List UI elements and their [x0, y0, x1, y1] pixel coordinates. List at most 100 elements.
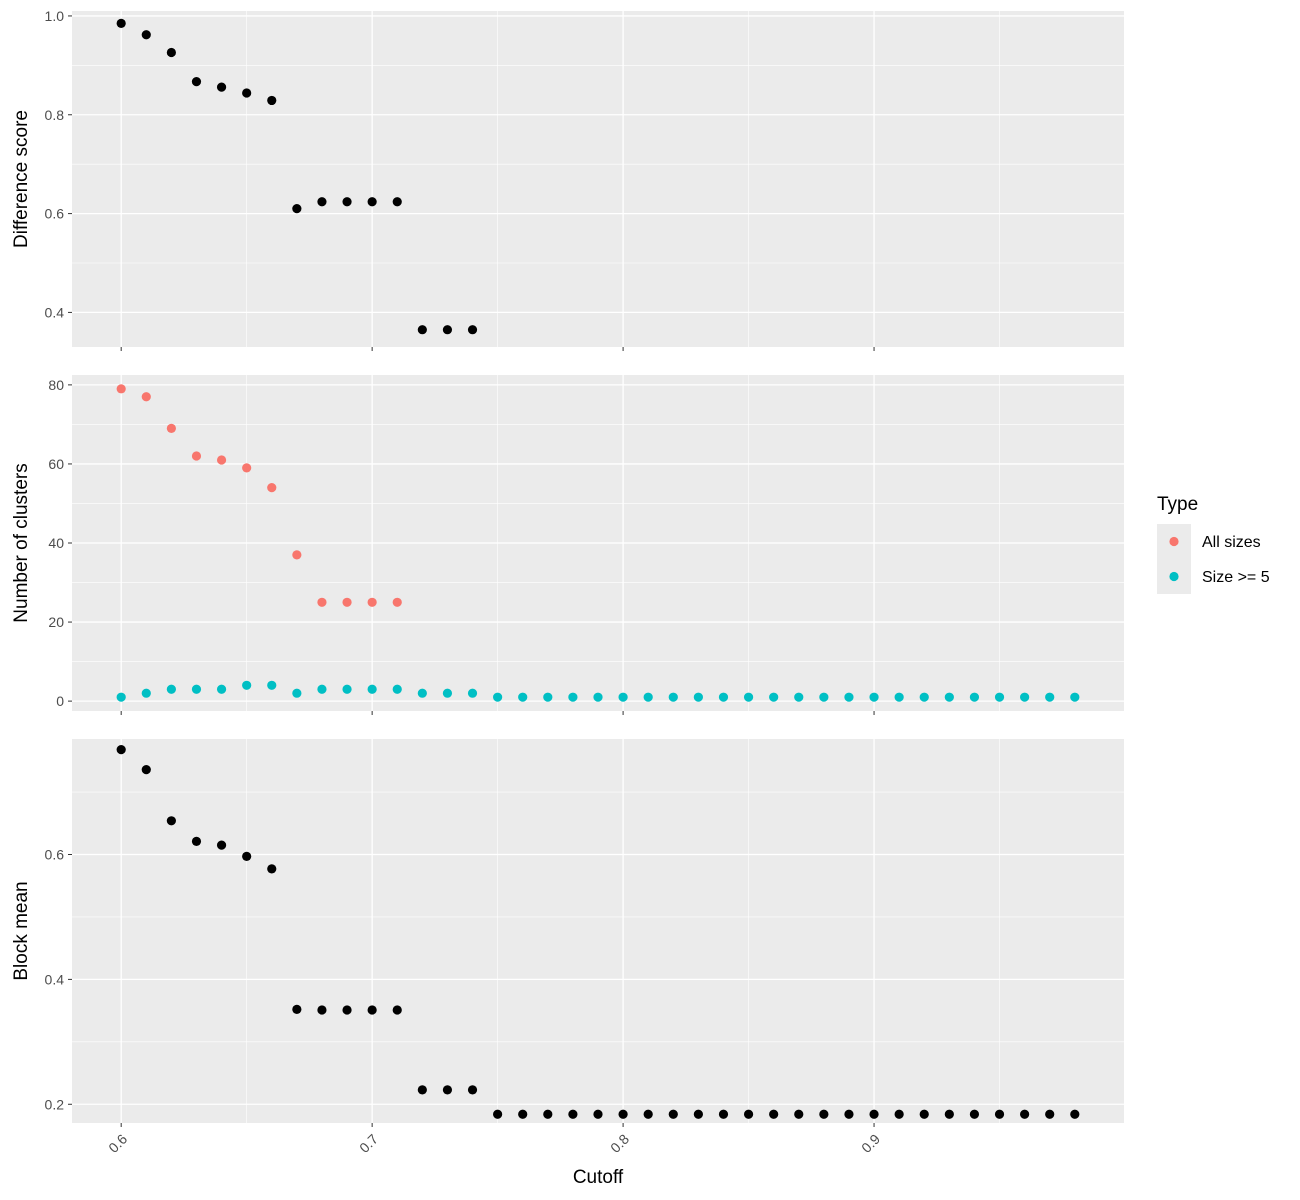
data-point — [216, 840, 227, 850]
data-point — [292, 550, 302, 560]
data-point — [392, 684, 402, 694]
panel-background — [72, 11, 1124, 347]
data-point — [994, 1109, 1005, 1119]
data-point — [593, 692, 603, 702]
y-tick-label: 20 — [48, 614, 64, 630]
data-point — [844, 692, 854, 702]
data-point — [367, 684, 377, 694]
data-point — [367, 597, 377, 607]
data-point — [267, 864, 277, 874]
y-axis-title: Number of clusters — [11, 463, 32, 622]
data-point — [919, 1109, 929, 1119]
data-point — [1070, 692, 1080, 702]
series-points — [116, 680, 1080, 702]
data-point — [242, 851, 252, 861]
series-points — [116, 384, 402, 607]
legend-entry: Size >= 5 — [1157, 559, 1270, 594]
data-point — [166, 684, 176, 694]
data-point — [417, 325, 427, 335]
data-point — [467, 325, 478, 335]
legend-entry: All sizes — [1157, 524, 1261, 559]
data-point — [191, 77, 202, 87]
legend-key-point — [1169, 571, 1179, 582]
data-point — [593, 1109, 603, 1119]
data-point — [141, 392, 151, 402]
data-point — [819, 692, 829, 702]
panel-bottom: 0.2 0.4 0.6 0.6 0.7 0.8 0.9 Block mean — [11, 739, 1124, 1156]
panel-middle: 0 20 40 60 80 Number of clusters — [11, 375, 1124, 715]
data-point — [292, 688, 302, 698]
y-axis-title: Block mean — [11, 881, 32, 980]
data-point — [894, 1109, 904, 1119]
data-point — [292, 204, 302, 214]
y-tick-label: 0 — [56, 693, 64, 709]
x-axis-title: Cutoff — [573, 1167, 624, 1188]
data-point — [392, 1005, 402, 1015]
data-point — [643, 692, 653, 702]
data-point — [442, 688, 453, 698]
y-axis-title: Difference score — [11, 110, 32, 248]
data-point — [969, 1109, 980, 1119]
data-point — [317, 197, 327, 207]
data-point — [116, 745, 126, 755]
y-tick-label: 0.6 — [45, 206, 65, 222]
data-point — [1045, 692, 1055, 702]
data-point — [543, 1109, 553, 1119]
data-point — [216, 455, 227, 465]
data-point — [794, 692, 804, 702]
legend-label: Size >= 5 — [1202, 569, 1270, 586]
data-point — [1020, 1109, 1030, 1119]
y-tick-label: 40 — [48, 535, 64, 551]
data-point — [518, 1109, 528, 1119]
data-point — [944, 1109, 954, 1119]
data-point — [493, 1109, 503, 1119]
data-point — [317, 1005, 327, 1015]
data-point — [618, 692, 628, 702]
data-point — [442, 1085, 453, 1095]
data-point — [467, 688, 478, 698]
data-point — [242, 680, 252, 690]
data-point — [693, 1109, 703, 1119]
data-point — [668, 1109, 678, 1119]
series-points — [116, 18, 478, 335]
data-point — [844, 1109, 854, 1119]
panel-top: 0.4 0.6 0.8 1.0 Difference score — [11, 8, 1124, 351]
x-tick-label: 0.8 — [607, 1131, 632, 1156]
y-tick-label: 80 — [48, 377, 64, 393]
x-tick-label: 0.9 — [858, 1131, 883, 1156]
data-point — [191, 451, 202, 461]
data-point — [668, 692, 678, 702]
data-point — [116, 18, 126, 28]
data-point — [141, 764, 151, 775]
data-point — [869, 1109, 879, 1119]
data-point — [216, 684, 227, 694]
data-point — [1045, 1109, 1055, 1119]
data-point — [769, 692, 779, 702]
data-point — [869, 692, 879, 702]
panel-background — [72, 739, 1124, 1123]
data-point — [166, 423, 176, 433]
data-point — [292, 1004, 302, 1014]
data-point — [141, 688, 151, 698]
data-point — [342, 197, 352, 207]
data-point — [819, 1109, 829, 1119]
data-point — [342, 1005, 352, 1015]
data-point — [493, 692, 503, 702]
data-point — [743, 1109, 754, 1119]
data-point — [618, 1109, 628, 1119]
data-point — [969, 692, 980, 702]
data-point — [693, 692, 703, 702]
data-point — [417, 1085, 427, 1095]
data-point — [743, 692, 754, 702]
data-point — [267, 95, 277, 106]
data-point — [1070, 1109, 1080, 1119]
data-point — [392, 597, 402, 607]
data-point — [392, 197, 402, 207]
data-point — [342, 597, 352, 607]
data-point — [718, 692, 729, 702]
panels: 0.4 0.6 0.8 1.0 Difference score 0 20 40 60 80 Num… — [11, 8, 1124, 1156]
legend-key-point — [1169, 536, 1179, 547]
data-point — [166, 816, 176, 826]
data-point — [317, 597, 327, 607]
